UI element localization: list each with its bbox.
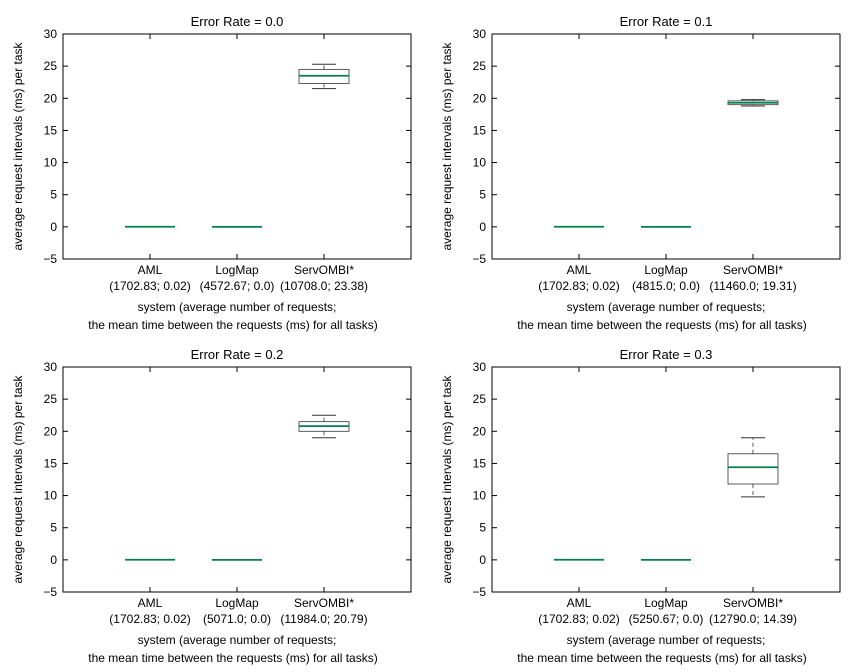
x-axis-label-line2: the mean time between the requests (ms) … [517,318,806,332]
x-category-sublabel: (1702.83; 0.02) [109,279,190,293]
y-tick-label: 20 [44,91,58,105]
y-tick-label: 25 [473,392,487,406]
chart-panel-2: Error Rate = 0.2 30 25 20 15 10 5 0 −5 average re… [11,347,412,665]
x-category-label: LogMap [215,596,259,610]
chart-title: Error Rate = 0.2 [191,347,284,362]
y-tick-label: −5 [472,585,486,599]
box-servombi- [298,414,350,439]
box-body [727,453,779,485]
y-tick-label: 25 [44,59,58,73]
x-category-label: LogMap [215,263,259,277]
x-axis-label-line1: system (average number of requests; [138,633,337,647]
y-tick-label: 25 [44,392,58,406]
y-tick-label: 5 [479,188,486,202]
y-tick-label: 30 [44,360,58,374]
plot-frame [491,33,841,260]
x-category-sublabel: (12790.0; 14.39) [709,612,797,626]
x-category-label: ServOMBI* [723,263,783,277]
y-tick-label: 15 [44,123,58,137]
chart-title: Error Rate = 0.1 [620,14,713,29]
chart-panel-3: Error Rate = 0.3 30 25 20 15 10 5 0 −5 average re… [440,347,841,665]
y-axis-label: average request intervals (ms) per task [440,41,454,250]
y-tick-label: 0 [479,220,486,234]
chart-title: Error Rate = 0.3 [620,347,713,362]
y-tick-label: 30 [473,360,487,374]
chart-panel-1: Error Rate = 0.1 30 25 20 15 10 5 0 −5 average re… [440,14,841,332]
x-category-sublabel: (11984.0; 20.79) [280,612,367,626]
x-category-label: AML [567,596,592,610]
chart-panel-0: Error Rate = 0.0 30 25 20 15 10 5 0 −5 average re… [11,14,412,332]
y-tick-label: 30 [44,27,58,41]
box-servombi- [727,437,779,498]
x-category-label: AML [567,263,592,277]
y-tick-label: 0 [479,553,486,567]
x-axis-label-line2: the mean time between the requests (ms) … [88,651,377,665]
y-tick-label: 0 [50,220,57,234]
chart-title: Error Rate = 0.0 [191,14,284,29]
y-tick-label: 25 [473,59,487,73]
y-tick-label: 10 [44,156,58,170]
box-servombi- [727,99,779,107]
y-axis-label: average request intervals (ms) per task [11,374,25,583]
x-category-sublabel: (4572.67; 0.0) [200,279,275,293]
x-axis-label-line2: the mean time between the requests (ms) … [517,651,806,665]
box-servombi- [298,63,350,90]
plot-frame [62,33,412,260]
x-axis-label-line1: system (average number of requests; [138,300,337,314]
x-category-label: AML [138,596,163,610]
plot-frame [491,366,841,593]
y-tick-label: 10 [44,489,58,503]
y-tick-label: −5 [43,252,57,266]
y-tick-label: 15 [44,456,58,470]
x-category-sublabel: (1702.83; 0.02) [538,279,619,293]
y-axis-label: average request intervals (ms) per task [440,374,454,583]
x-axis-label-line1: system (average number of requests; [567,633,766,647]
y-tick-label: 15 [473,456,487,470]
x-category-label: LogMap [644,263,688,277]
y-tick-label: 10 [473,489,487,503]
y-tick-label: 5 [479,521,486,535]
x-category-label: ServOMBI* [294,596,354,610]
y-tick-label: −5 [43,585,57,599]
x-category-sublabel: (1702.83; 0.02) [109,612,190,626]
y-tick-label: 5 [50,188,57,202]
x-category-label: AML [138,263,163,277]
x-category-sublabel: (11460.0; 19.31) [709,279,796,293]
y-tick-label: 30 [473,27,487,41]
y-axis-label: average request intervals (ms) per task [11,41,25,250]
x-category-label: ServOMBI* [723,596,783,610]
x-category-sublabel: (10708.0; 23.38) [280,279,368,293]
y-tick-label: 5 [50,521,57,535]
x-category-sublabel: (1702.83; 0.02) [538,612,619,626]
x-category-label: LogMap [644,596,688,610]
y-tick-label: 10 [473,156,487,170]
x-category-sublabel: (5250.67; 0.0) [629,612,704,626]
x-category-label: ServOMBI* [294,263,354,277]
y-tick-label: 20 [44,424,58,438]
x-axis-label-line1: system (average number of requests; [567,300,766,314]
x-category-sublabel: (5071.0; 0.0) [203,612,271,626]
x-category-sublabel: (4815.0; 0.0) [632,279,700,293]
x-axis-label-line2: the mean time between the requests (ms) … [88,318,377,332]
y-tick-label: 20 [473,91,487,105]
y-tick-label: 20 [473,424,487,438]
y-tick-label: 15 [473,123,487,137]
y-tick-label: −5 [472,252,486,266]
plot-frame [62,366,412,593]
y-tick-label: 0 [50,553,57,567]
